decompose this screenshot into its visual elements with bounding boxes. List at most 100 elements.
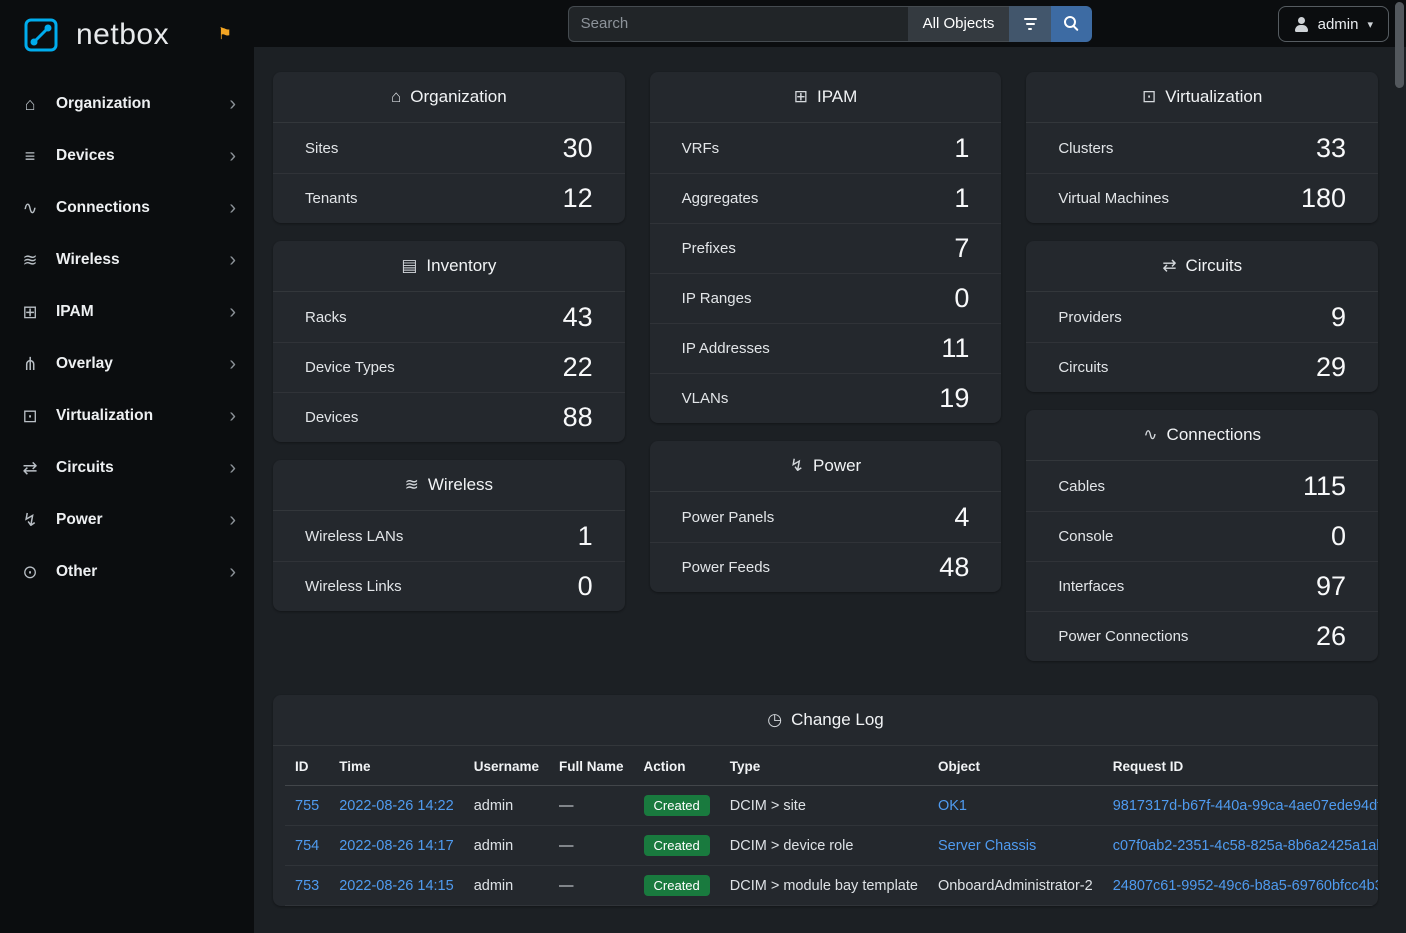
changelog-id-link[interactable]: 755 bbox=[295, 797, 320, 814]
sidebar-item-other[interactable]: ⊙ Other › bbox=[0, 546, 254, 598]
stat-value-link[interactable]: 29 bbox=[1315, 352, 1347, 382]
stat-value-link[interactable]: 88 bbox=[562, 402, 593, 432]
stat-value-link[interactable]: 33 bbox=[1315, 132, 1347, 163]
changelog-time-link[interactable]: 2022-08-26 14:17 bbox=[339, 837, 454, 854]
stat-value-link[interactable]: 1 bbox=[954, 183, 970, 213]
card-title: Inventory bbox=[426, 256, 497, 275]
stat-row-clusters: Clusters 33 bbox=[1058, 132, 1347, 163]
changelog-time-link[interactable]: 2022-08-26 14:15 bbox=[339, 877, 454, 894]
changelog-username: admin bbox=[463, 825, 549, 866]
stat-row-prefixes: Prefixes 7 bbox=[649, 223, 1002, 273]
changelog-type: DCIM > module bay template bbox=[719, 865, 928, 906]
stat-value-link[interactable]: 0 bbox=[577, 571, 593, 601]
column-3: ⊡ Virtualization Clusters 33 Virtual Mac… bbox=[1026, 72, 1379, 679]
card-organization: ⌂ Organization Sites 30 Tenants 12 bbox=[273, 72, 625, 223]
changelog-object: OnboardAdministrator-2 bbox=[927, 865, 1103, 906]
sidebar-item-connections[interactable]: ∿ Connections › bbox=[0, 182, 254, 234]
sidebar-item-virtualization[interactable]: ⊡ Virtualization › bbox=[0, 390, 254, 442]
stat-value-link[interactable]: 115 bbox=[1302, 470, 1347, 501]
stat-value-link[interactable]: 48 bbox=[939, 552, 970, 582]
col-object: Object bbox=[927, 748, 1103, 786]
stat-value-link[interactable]: 9 bbox=[1330, 301, 1347, 332]
stat-value-link[interactable]: 30 bbox=[562, 132, 593, 163]
search-submit-button[interactable] bbox=[1051, 5, 1093, 42]
sidebar-item-circuits[interactable]: ⇄ Circuits › bbox=[0, 442, 254, 494]
stat-row-tenants: Tenants 12 bbox=[273, 173, 625, 223]
stat-row-circuits: Circuits 29 bbox=[1026, 342, 1379, 392]
stat-row-power-feeds: Power Feeds 48 bbox=[649, 542, 1002, 592]
stat-value-link[interactable]: 22 bbox=[562, 352, 593, 382]
stat-row-providers: Providers 9 bbox=[1058, 301, 1347, 332]
stat-value-link[interactable]: 0 bbox=[954, 283, 970, 313]
stat-row-console: Console 0 bbox=[1026, 511, 1379, 561]
inventory-icon: ▤ bbox=[401, 256, 418, 275]
transit-icon: ⇄ bbox=[22, 457, 38, 478]
card-ipam: ⊞ IPAM VRFs 1 Aggregates 1 Prefixes 7 IP… bbox=[649, 72, 1002, 423]
filter-button[interactable] bbox=[1009, 5, 1052, 42]
changelog-id-link[interactable]: 753 bbox=[295, 877, 320, 894]
changelog-request-id-link[interactable]: 9817317d-b67f-440a-99ca-4ae07ede94df bbox=[1112, 797, 1378, 814]
stat-value-link[interactable]: 7 bbox=[954, 233, 970, 263]
stat-value-link[interactable]: 1 bbox=[954, 132, 970, 163]
user-menu-button[interactable]: admin ▾ bbox=[1277, 6, 1389, 42]
stat-row-cables: Cables 115 bbox=[1058, 470, 1347, 501]
changelog-time-link[interactable]: 2022-08-26 14:22 bbox=[339, 797, 454, 814]
action-badge: Created bbox=[643, 835, 710, 856]
lightning-icon: ↯ bbox=[22, 509, 38, 530]
tune-icon: ⊙ bbox=[22, 561, 38, 582]
search-scope-button[interactable]: All Objects bbox=[907, 5, 1010, 42]
col-full-name: Full Name bbox=[549, 748, 634, 786]
stat-row-wireless-links: Wireless Links 0 bbox=[273, 561, 625, 611]
card-virtualization: ⊡ Virtualization Clusters 33 Virtual Mac… bbox=[1026, 72, 1379, 223]
stat-value-link[interactable]: 19 bbox=[939, 383, 970, 413]
wifi-icon: ≋ bbox=[22, 249, 38, 270]
changelog-request-id-link[interactable]: 24807c61-9952-49c6-b8a5-69760bfcc4b3 bbox=[1112, 877, 1378, 894]
chevron-right-icon: › bbox=[229, 301, 236, 323]
action-badge: Created bbox=[643, 795, 710, 816]
changelog-object-link[interactable]: Server Chassis bbox=[937, 837, 1037, 854]
stat-value-link[interactable]: 1 bbox=[577, 520, 593, 551]
stat-value-link[interactable]: 12 bbox=[562, 183, 593, 213]
pin-sidebar-icon[interactable]: ⚑ bbox=[217, 26, 232, 43]
chevron-right-icon: › bbox=[229, 353, 236, 375]
changelog-id-link[interactable]: 754 bbox=[295, 837, 320, 854]
sidebar-item-organization[interactable]: ⌂ Organization › bbox=[0, 78, 254, 130]
stat-row-wireless-lans: Wireless LANs 1 bbox=[305, 520, 593, 551]
stat-value-link[interactable]: 97 bbox=[1315, 571, 1347, 601]
col-request-id: Request ID bbox=[1102, 748, 1378, 786]
cable-icon: ∿ bbox=[1143, 425, 1158, 444]
table-row: 753 2022-08-26 14:15 admin — Created DCI… bbox=[285, 865, 1378, 906]
netbox-logo-icon bbox=[24, 18, 58, 52]
sidebar-item-power[interactable]: ↯ Power › bbox=[0, 494, 254, 546]
stat-columns: ⌂ Organization Sites 30 Tenants 12 ▤ Inv… bbox=[273, 72, 1379, 679]
col-action: Action bbox=[633, 748, 720, 786]
sidebar-item-devices[interactable]: ≡ Devices › bbox=[0, 130, 254, 182]
history-icon: ◷ bbox=[767, 710, 783, 729]
stat-row-aggregates: Aggregates 1 bbox=[649, 173, 1002, 223]
sidebar-item-wireless[interactable]: ≋ Wireless › bbox=[0, 234, 254, 286]
changelog-type: DCIM > site bbox=[719, 785, 928, 826]
sidebar-item-ipam[interactable]: ⊞ IPAM › bbox=[0, 286, 254, 338]
card-title: Connections bbox=[1166, 425, 1262, 444]
scrollbar-thumb[interactable] bbox=[1395, 2, 1404, 88]
sidebar-item-overlay[interactable]: ⋔ Overlay › bbox=[0, 338, 254, 390]
stat-value-link[interactable]: 4 bbox=[954, 501, 970, 532]
card-title: Wireless bbox=[427, 475, 494, 494]
changelog-object-link[interactable]: OK1 bbox=[937, 797, 967, 814]
monitor-icon: ⊡ bbox=[1142, 87, 1157, 106]
card-circuits: ⇄ Circuits Providers 9 Circuits 29 bbox=[1026, 241, 1379, 392]
stat-value-link[interactable]: 26 bbox=[1315, 621, 1347, 651]
stat-value-link[interactable]: 43 bbox=[562, 301, 593, 332]
changelog-request-id-link[interactable]: c07f0ab2-2351-4c58-825a-8b6a2425a1ab bbox=[1112, 837, 1378, 854]
counter-icon: ⊞ bbox=[22, 301, 38, 322]
netbox-logo[interactable]: netbox ⚑ bbox=[0, 0, 254, 68]
stat-value-link[interactable]: 0 bbox=[1330, 521, 1347, 551]
col-username: Username bbox=[463, 748, 549, 786]
search-input[interactable] bbox=[567, 5, 908, 42]
column-2: ⊞ IPAM VRFs 1 Aggregates 1 Prefixes 7 IP… bbox=[649, 72, 1002, 679]
stat-value-link[interactable]: 11 bbox=[941, 333, 970, 363]
caret-down-icon: ▾ bbox=[1367, 18, 1373, 31]
changelog-username: admin bbox=[463, 865, 549, 906]
stat-value-link[interactable]: 180 bbox=[1300, 183, 1347, 213]
graph-icon: ⋔ bbox=[22, 353, 38, 374]
